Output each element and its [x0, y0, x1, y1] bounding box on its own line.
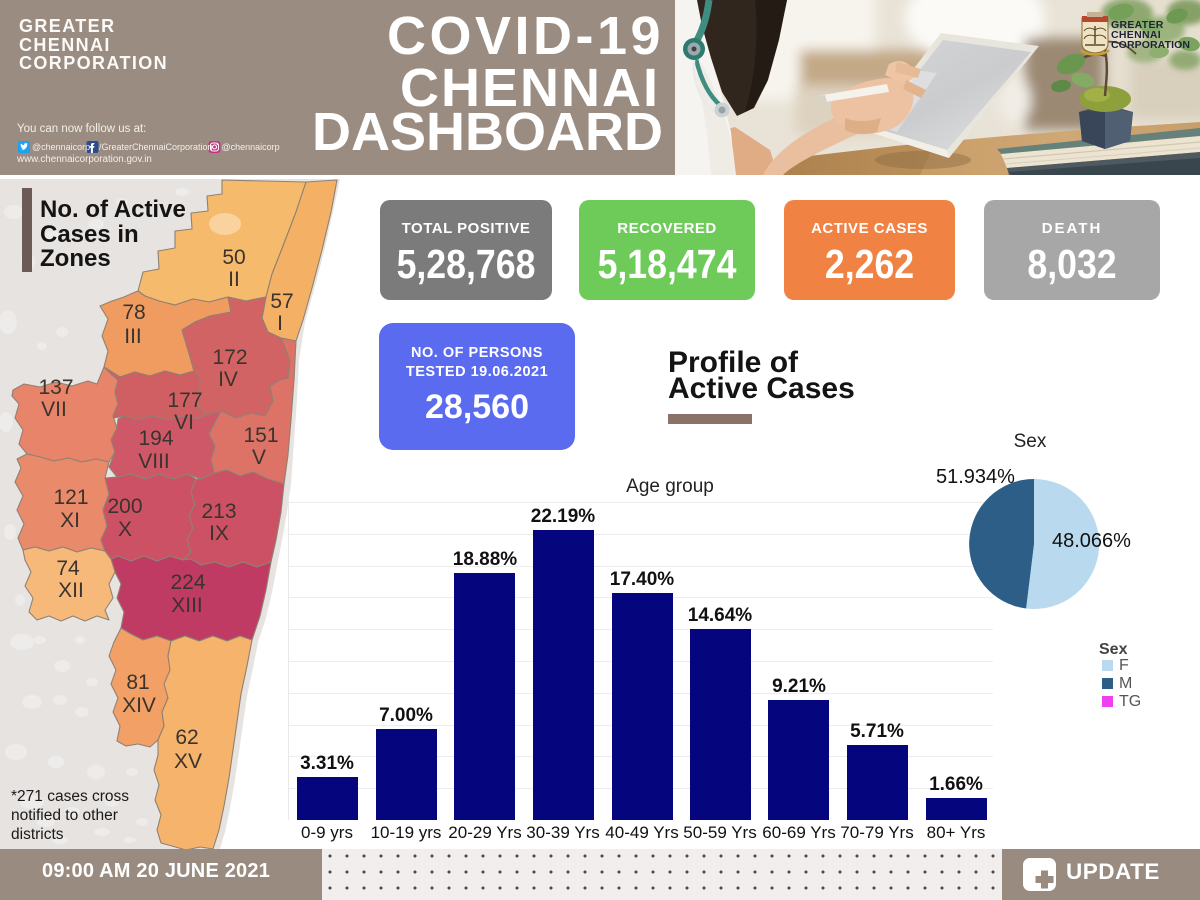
svg-text:172: 172 — [212, 346, 247, 369]
svg-text:78: 78 — [122, 301, 145, 324]
svg-text:V: V — [252, 446, 266, 469]
svg-text:151: 151 — [243, 424, 278, 447]
svg-text:VIII: VIII — [138, 450, 170, 473]
svg-text:81: 81 — [126, 671, 149, 694]
svg-text:XI: XI — [60, 509, 80, 532]
svg-text:IV: IV — [218, 368, 238, 391]
svg-text:194: 194 — [138, 427, 173, 450]
svg-text:XV: XV — [174, 750, 202, 773]
svg-text:IX: IX — [209, 522, 229, 545]
svg-text:III: III — [124, 325, 142, 348]
svg-text:74: 74 — [56, 557, 80, 580]
svg-text:VII: VII — [41, 398, 67, 421]
svg-text:224: 224 — [170, 571, 205, 594]
svg-text:XIV: XIV — [122, 694, 156, 717]
svg-text:177: 177 — [167, 389, 202, 412]
svg-text:CHENNAI: CHENNAI — [1111, 29, 1161, 41]
svg-text:50: 50 — [222, 246, 245, 269]
svg-text:62: 62 — [175, 726, 198, 749]
svg-text:X: X — [118, 518, 132, 541]
svg-text:I: I — [277, 312, 283, 335]
svg-text:57: 57 — [270, 290, 293, 313]
svg-text:II: II — [228, 268, 240, 291]
svg-text:CORPORATION: CORPORATION — [1111, 39, 1190, 51]
svg-text:XIII: XIII — [171, 594, 203, 617]
svg-text:200: 200 — [107, 495, 142, 518]
svg-text:VI: VI — [174, 411, 194, 434]
svg-text:213: 213 — [201, 500, 236, 523]
svg-text:121: 121 — [53, 486, 88, 509]
svg-text:137: 137 — [38, 376, 73, 399]
svg-text:XII: XII — [58, 579, 84, 602]
svg-text:GREATER: GREATER — [1111, 19, 1164, 31]
